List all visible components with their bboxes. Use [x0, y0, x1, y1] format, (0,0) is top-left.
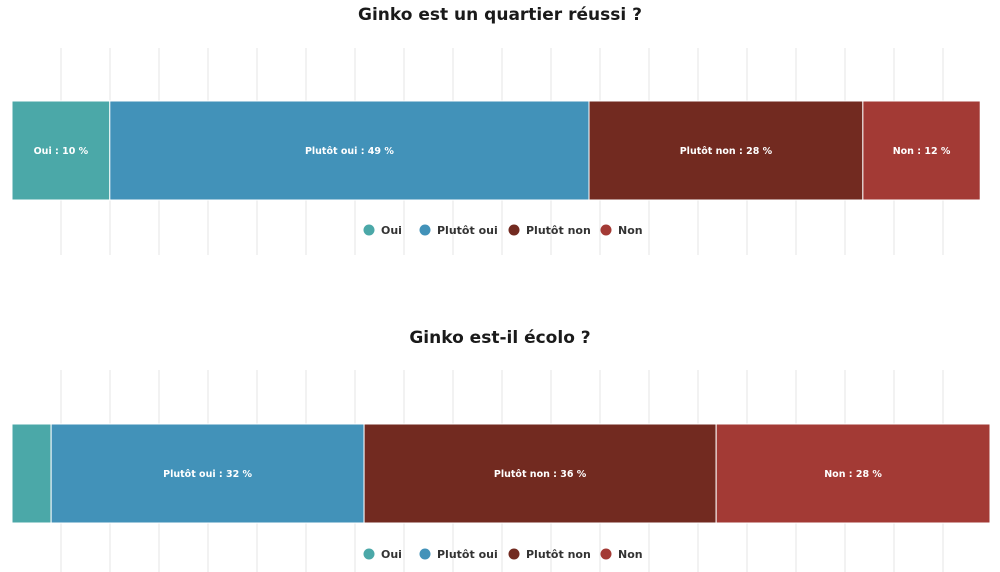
legend-label: Plutôt oui [437, 224, 498, 237]
legend-item[interactable]: Plutôt non [508, 224, 591, 237]
data-label: Oui : 10 % [34, 146, 89, 157]
legend-marker [600, 224, 612, 236]
legend-label: Plutôt non [526, 548, 591, 561]
chart-quartier-reussi: Ginko est un quartier réussi ? Oui : 10 … [11, 5, 981, 255]
legend-item[interactable]: Plutôt oui [419, 224, 498, 237]
legend-label: Plutôt oui [437, 548, 498, 561]
legend-marker [600, 548, 612, 560]
legend-label: Non [618, 224, 643, 237]
legend[interactable]: Oui Plutôt oui Plutôt non Non [363, 548, 643, 561]
legend-label: Oui [381, 548, 402, 561]
legend-item[interactable]: Non [600, 224, 643, 237]
legend-marker [419, 224, 431, 236]
bar-segment-non[interactable] [715, 423, 991, 524]
legend-marker [508, 224, 520, 236]
legend-label: Plutôt non [526, 224, 591, 237]
bar-segments: Plutôt oui : 32 % Plutôt non : 36 % Non : … [11, 423, 991, 524]
legend-label: Oui [381, 224, 402, 237]
chart-title: Ginko est un quartier réussi ? [358, 5, 642, 25]
data-label: Non : 28 % [824, 469, 882, 480]
legend-item[interactable]: Oui [363, 224, 402, 237]
data-label: Plutôt oui : 49 % [305, 146, 394, 157]
bar-segments: Oui : 10 % Plutôt oui : 49 % Plutôt non : … [11, 100, 981, 201]
legend-item[interactable]: Plutôt non [508, 548, 591, 561]
chart-title: Ginko est-il écolo ? [409, 328, 590, 348]
bar-segment-plut-t-oui[interactable] [50, 423, 365, 524]
legend[interactable]: Oui Plutôt oui Plutôt non Non [363, 224, 643, 237]
legend-item[interactable]: Oui [363, 548, 402, 561]
legend-marker [419, 548, 431, 560]
bar-segment-non[interactable] [862, 100, 981, 201]
data-label: Non : 12 % [893, 146, 951, 157]
data-label: Plutôt non : 36 % [494, 469, 587, 480]
data-label: Plutôt non : 28 % [680, 146, 773, 157]
bar-segment-oui[interactable] [11, 423, 52, 524]
chart-ecolo: Ginko est-il écolo ? Plutôt oui : 32 % Pl… [11, 328, 991, 572]
data-label: Plutôt oui : 32 % [163, 469, 252, 480]
legend-label: Non [618, 548, 643, 561]
legend-item[interactable]: Non [600, 548, 643, 561]
bar-segment-plut-t-oui[interactable] [109, 100, 590, 201]
legend-marker [508, 548, 520, 560]
legend-item[interactable]: Plutôt oui [419, 548, 498, 561]
legend-marker [363, 548, 375, 560]
bar-segment-plut-t-non[interactable] [363, 423, 717, 524]
bar-segment-plut-t-non[interactable] [588, 100, 864, 201]
legend-marker [363, 224, 375, 236]
bar-segment-oui[interactable] [11, 100, 111, 201]
